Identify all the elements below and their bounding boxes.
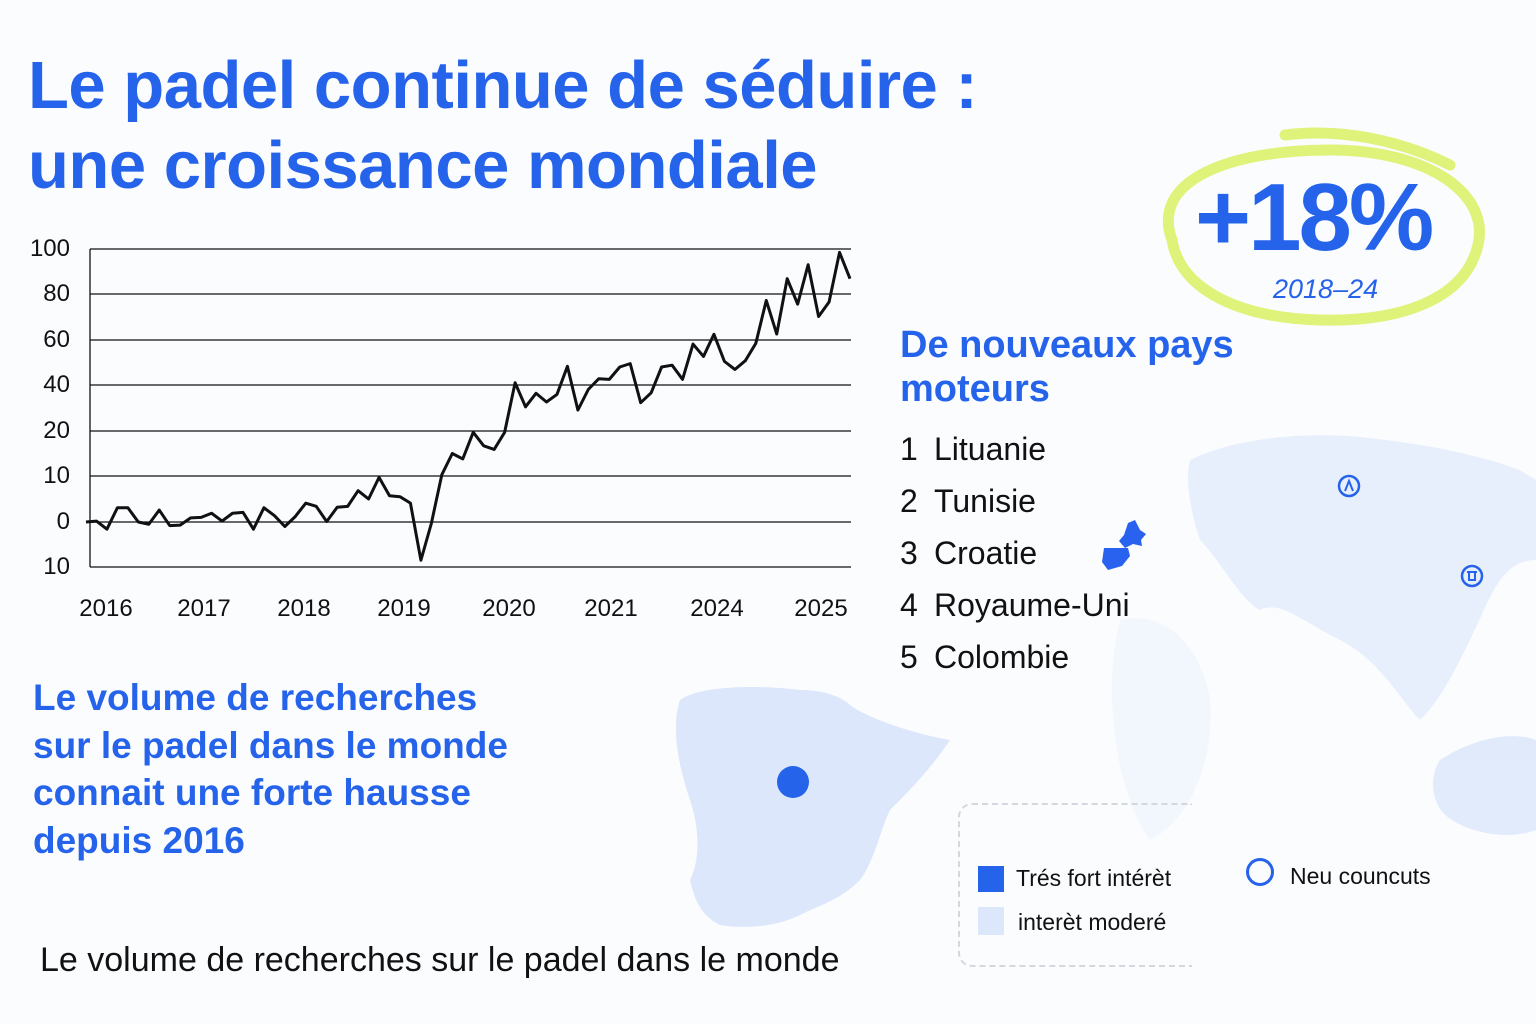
x-tick-label: 2018 [277,595,331,622]
x-tick-label: 2019 [377,595,431,622]
map-australia [1433,736,1536,835]
country-name: Lituanie [934,431,1047,467]
country-rank: 4 [900,587,918,623]
y-tick-label: 10 [43,462,70,489]
x-tick-label: 2021 [584,595,638,622]
x-tick-label: 2017 [177,595,231,622]
map-eurasia [1188,435,1536,720]
highlight-countries [1102,520,1146,570]
country-shape-icon [1102,548,1130,570]
page-title-line-2: une croissance mondiale [28,128,818,203]
legend-moderate-label: interèt moderé [1018,909,1167,935]
y-tick-label: 0 [56,508,70,535]
countries-heading-line-2: moteurs [900,368,1050,410]
x-tick-label: 2025 [794,595,848,622]
country-name: Tunisie [934,483,1036,519]
growth-badge-period: 2018–24 [1273,274,1379,304]
country-item: 3 Croatie [900,537,1037,569]
chart-caption: Le volume de recherches sur le padel dan… [40,941,840,979]
x-tick-label: 2024 [690,595,744,622]
x-tick-label: 2016 [79,595,133,622]
legend-strong-label: Trés fort intérèt [1016,865,1172,891]
y-tick-label: 80 [43,280,70,307]
country-name: Croatie [934,535,1038,571]
growth-badge-value: +18% [1195,164,1434,271]
country-rank: 2 [900,483,918,519]
description-line: sur le padel dans le monde [33,724,508,766]
map-legend [958,803,1192,967]
description-line: Le volume de recherches [33,677,478,718]
country-item: 5 Colombie [900,641,1069,673]
country-name: Colombie [934,639,1070,675]
legend-strong-swatch [978,866,1004,892]
description-line: connait une forte hausse [33,772,471,813]
y-tick-label: 20 [43,417,70,444]
y-tick-label: 60 [43,326,70,353]
country-item: 2 Tunisie [900,485,1036,517]
description-line: depuis 2016 [33,819,245,861]
legend-ring-label: Neu councuts [1290,863,1431,889]
map-africa-ghost [1111,618,1211,840]
star-country-icon [1119,520,1146,548]
country-rank: 1 [900,431,918,467]
x-tick-label: 2020 [482,595,536,622]
y-tick-label: 40 [43,371,70,398]
mountain-badge-icon [1337,474,1361,498]
country-item: 1 Lituanie [900,433,1046,465]
line-chart [85,248,852,568]
legend-ring-icon [1246,858,1274,886]
y-tick-label: 10 [43,553,70,580]
spain-dot [777,766,809,798]
legend-moderate-swatch [978,907,1004,935]
page-title-line-1: Le padel continue de séduire : [28,48,978,123]
gate-badge-icon [1460,564,1484,588]
y-tick-label: 100 [29,235,70,262]
highlight-ring [1162,127,1485,326]
country-name: Royaume-Uni [934,587,1130,623]
series-line [85,250,852,562]
map-spain [675,687,950,927]
country-rank: 3 [900,535,918,571]
country-rank: 5 [900,639,918,675]
country-item: 4 Royaume-Uni [900,589,1130,621]
countries-heading-line-1: De nouveaux pays [900,324,1234,366]
